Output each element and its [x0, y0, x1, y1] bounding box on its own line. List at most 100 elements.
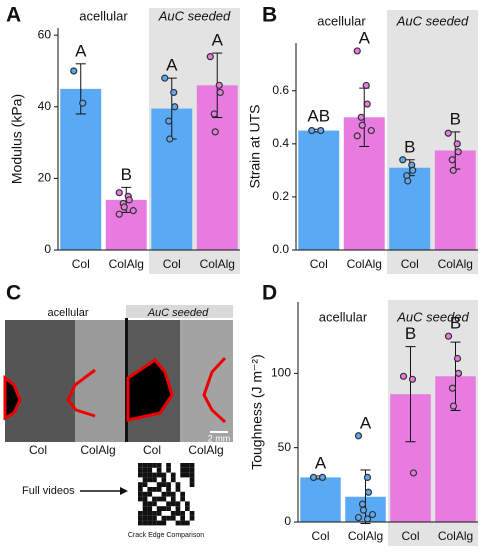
qr-cell [147, 491, 153, 497]
significance-letter: A [212, 31, 224, 50]
significance-letter: A [166, 56, 178, 75]
data-point [363, 473, 372, 482]
data-point [318, 473, 327, 482]
qr-cell [142, 496, 148, 502]
qr-cell [161, 515, 167, 521]
qr-cell [147, 477, 153, 483]
qr-cell [147, 487, 153, 492]
qr-cell [138, 467, 143, 473]
crack [66, 368, 96, 418]
significance-letter: B [121, 165, 132, 184]
qr-cell [180, 515, 185, 521]
qr-cell [170, 511, 176, 516]
qr-cell [138, 496, 143, 502]
data-point [309, 473, 318, 482]
qr-cell [142, 491, 148, 497]
qr-cell [166, 501, 171, 507]
qr-cell [185, 520, 190, 526]
data-point [211, 128, 219, 136]
panel-letter: C [6, 282, 21, 305]
qr-cell [189, 472, 195, 478]
data-point [216, 88, 224, 97]
column-label: ColAlg [188, 443, 223, 457]
qr-cell [180, 511, 185, 516]
qr-cell [147, 520, 153, 526]
data-point [408, 375, 417, 383]
qr-cell [161, 496, 167, 502]
data-point [359, 506, 368, 514]
data-point [125, 196, 133, 204]
data-point [70, 67, 78, 75]
data-point [399, 372, 408, 380]
qr-cell [161, 520, 167, 526]
significance-letter: A [359, 28, 371, 47]
qr-cell [156, 520, 162, 526]
qr-cell [170, 477, 176, 483]
y-tick-label: 100 [271, 366, 291, 380]
data-point [206, 53, 214, 61]
data-point [171, 103, 179, 111]
qr-cell [142, 467, 148, 473]
photo-band [75, 320, 125, 442]
data-point [449, 402, 458, 410]
qr-cell [185, 472, 190, 478]
qr-cell [175, 482, 181, 487]
significance-letter: B [450, 314, 461, 333]
data-point [358, 121, 366, 129]
bar [298, 130, 340, 250]
x-tick-label: ColAlg [348, 529, 383, 543]
group-label: AuC seeded [147, 307, 209, 319]
x-tick-label: Col [310, 257, 328, 271]
qr-cell [170, 496, 176, 502]
qr-cell [147, 501, 153, 507]
qr-code [136, 462, 196, 528]
qr-cell [166, 515, 171, 521]
qr-cell [147, 511, 153, 516]
column-label: ColAlg [80, 443, 115, 457]
qr-cell [161, 482, 167, 487]
shade [126, 305, 233, 318]
qr-cell [166, 487, 171, 492]
photo-band [180, 320, 233, 442]
qr-cell [185, 501, 190, 507]
qr-cell [161, 472, 167, 478]
arrow-head [120, 487, 128, 495]
qr-cell [156, 463, 162, 468]
qr-cell [175, 511, 181, 516]
data-point [454, 148, 462, 156]
qr-cell [142, 463, 148, 468]
panel-letter: B [262, 4, 277, 27]
data-point [363, 100, 371, 108]
qr-cell [180, 467, 185, 473]
qr-cell [147, 467, 153, 473]
data-point [354, 432, 363, 440]
qr-cell [152, 487, 157, 492]
x-tick-label: ColAlg [109, 257, 144, 271]
data-point [448, 156, 456, 164]
group-label: acellular [319, 309, 368, 324]
qr-cell [147, 463, 153, 468]
qr-cell [142, 501, 148, 507]
data-point [317, 126, 325, 135]
data-point [449, 166, 457, 174]
group-label: AuC seeded [396, 309, 469, 324]
bar [60, 88, 102, 250]
qr-cell [166, 491, 171, 497]
y-axis-label: Toughness (J m⁻²) [249, 354, 265, 470]
qr-cell [161, 506, 167, 511]
x-tick-label: ColAlg [438, 257, 473, 271]
qr-cell [170, 472, 176, 478]
data-point [161, 74, 169, 82]
qr-cell [152, 511, 157, 516]
qr-cell [189, 463, 195, 468]
qr-cell [142, 477, 148, 483]
qr-cell [156, 496, 162, 502]
qr-cell [138, 472, 143, 478]
qr-cell [175, 501, 181, 507]
y-tick-label: 0.0 [272, 242, 289, 256]
data-point [368, 510, 377, 519]
qr-cell [189, 515, 195, 521]
y-tick-label: 0.6 [272, 83, 289, 97]
data-point [120, 203, 128, 211]
significance-letter: A [315, 453, 327, 472]
